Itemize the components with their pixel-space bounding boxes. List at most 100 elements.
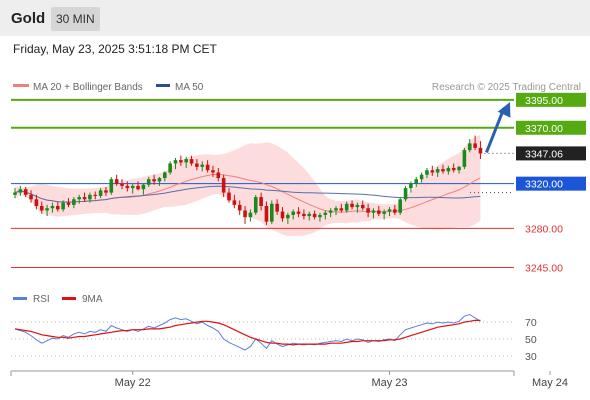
candle-body xyxy=(18,189,23,193)
level-label-3245.00: 3245.00 xyxy=(525,262,563,274)
rsi-ma-legend-swatch xyxy=(62,297,76,300)
candle-body xyxy=(344,203,349,211)
candle-body xyxy=(451,168,456,171)
candle-body xyxy=(286,214,290,219)
candle-body xyxy=(398,199,402,213)
candle-body xyxy=(152,179,156,182)
level-label-3280.00: 3280.00 xyxy=(525,223,563,235)
last-price-tag xyxy=(516,146,586,161)
candle-body xyxy=(179,160,183,163)
rsi-panel: 70 50 30 xyxy=(11,313,537,363)
candle-body xyxy=(23,189,28,195)
candle-body xyxy=(56,206,60,210)
moving-averages xyxy=(14,174,481,213)
candle-body xyxy=(163,172,167,179)
rsi-ma-legend-label: 9MA xyxy=(82,294,103,305)
candle-body xyxy=(414,179,419,184)
x-tick-label: May 23 xyxy=(371,377,407,389)
candle-body xyxy=(253,197,258,213)
last-price-label: 3347.06 xyxy=(525,148,563,160)
candle-body xyxy=(425,170,429,175)
candle-body xyxy=(77,197,81,200)
rsi-legend-label: RSI xyxy=(33,294,50,305)
timeframe-button[interactable]: 30 MIN xyxy=(51,7,100,31)
rsi-tick-50: 50 xyxy=(525,334,537,346)
ma50-legend-swatch xyxy=(156,84,170,87)
candle-body xyxy=(377,210,381,214)
candle-body xyxy=(189,159,194,164)
candle-body xyxy=(275,203,279,212)
main-legend: MA 20 + Bollinger Bands MA 50 Research ©… xyxy=(13,82,581,93)
ma50-legend-label: MA 50 xyxy=(175,82,204,93)
candle-body xyxy=(393,209,397,213)
level-label-3370.00: 3370.00 xyxy=(525,123,563,135)
candle-body xyxy=(114,179,119,184)
candle-body xyxy=(109,179,114,193)
candle-body xyxy=(184,159,188,163)
level-tag-3370.00 xyxy=(516,120,586,135)
candle-body xyxy=(195,163,199,167)
candle-body xyxy=(334,208,338,211)
source-credit: Research © 2025 Trading Central xyxy=(432,82,581,93)
candle-body xyxy=(61,202,65,210)
candles xyxy=(13,135,483,225)
candle-body xyxy=(270,203,274,222)
candle-body xyxy=(50,206,55,209)
candle-body xyxy=(88,194,92,200)
rsi-series-9ma xyxy=(14,319,481,346)
candle-body xyxy=(382,211,386,214)
chart-header: Gold 30 MIN xyxy=(0,0,590,36)
forecast-arrow-shaft xyxy=(485,107,506,153)
candle-body xyxy=(419,174,424,180)
ma50-line xyxy=(14,185,481,203)
candle-body xyxy=(136,185,140,190)
candle-body xyxy=(221,178,226,193)
candle-body xyxy=(387,209,392,212)
candle-body xyxy=(66,202,71,205)
candle-body xyxy=(457,166,461,171)
x-tick-label: May 22 xyxy=(115,377,151,389)
candle-body xyxy=(259,197,263,206)
candle-body xyxy=(237,204,242,211)
candle-body xyxy=(173,160,178,164)
candle-body xyxy=(446,168,451,172)
candle-body xyxy=(168,163,172,173)
datetime-label: Friday, May 23, 2025 3:51:18 PM CET xyxy=(13,42,217,56)
candle-body xyxy=(104,190,108,193)
instrument-title: Gold xyxy=(11,10,46,27)
candle-body xyxy=(291,211,295,215)
candle-body xyxy=(318,214,322,218)
forecast-arrow-head xyxy=(497,102,511,118)
candle-body xyxy=(34,199,39,206)
candle-body xyxy=(157,178,162,182)
x-tick-label: May 24 xyxy=(532,377,568,389)
candle-body xyxy=(39,206,44,211)
candle-body xyxy=(371,210,376,213)
candle-body xyxy=(312,213,317,218)
candle-body xyxy=(216,172,221,179)
candle-body xyxy=(227,192,231,201)
candle-body xyxy=(323,212,328,215)
candle-body xyxy=(467,143,472,151)
candle-body xyxy=(13,192,17,195)
candle-body xyxy=(355,204,360,208)
candle-body xyxy=(360,204,365,209)
forecast-overlay xyxy=(470,102,514,194)
candle-body xyxy=(307,213,312,217)
level-label-3395.00: 3395.00 xyxy=(525,95,563,107)
x-axis: May 22 May 23 May 24 xyxy=(10,370,568,389)
candle-body xyxy=(120,183,124,186)
candle-body xyxy=(125,185,130,189)
candle-body xyxy=(248,212,253,218)
candle-body xyxy=(205,164,210,171)
candle-body xyxy=(98,190,103,196)
candle-body xyxy=(409,183,413,189)
bollinger-band xyxy=(15,134,481,236)
candle-body xyxy=(82,197,87,200)
level-tag-3320.00 xyxy=(516,176,586,191)
rsi-legend-swatch xyxy=(13,297,27,300)
candle-body xyxy=(430,170,435,173)
candle-body xyxy=(366,208,370,213)
ma20-legend-label: MA 20 + Bollinger Bands xyxy=(33,82,143,93)
